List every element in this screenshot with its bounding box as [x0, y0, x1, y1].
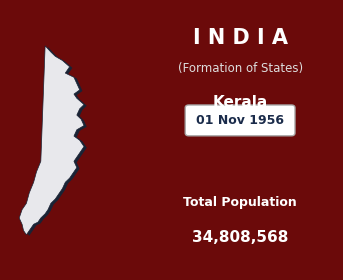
Text: Kerala: Kerala — [212, 95, 268, 110]
Text: Total Population: Total Population — [183, 196, 297, 209]
Text: 01 Nov 1956: 01 Nov 1956 — [196, 114, 284, 127]
Polygon shape — [19, 46, 84, 235]
Text: 34,808,568: 34,808,568 — [192, 230, 288, 245]
Text: (Formation of States): (Formation of States) — [178, 62, 303, 74]
Polygon shape — [22, 47, 87, 236]
Text: I N D I A: I N D I A — [193, 28, 287, 48]
FancyBboxPatch shape — [185, 105, 295, 136]
